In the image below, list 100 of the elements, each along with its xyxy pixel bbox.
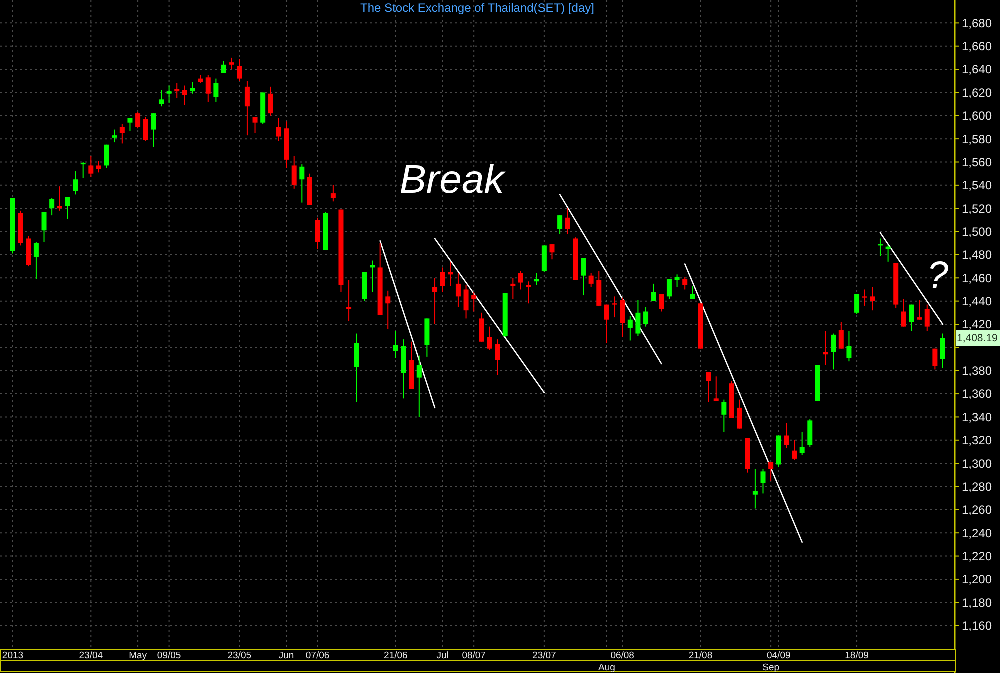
candlestick (229, 57, 234, 70)
candlestick (838, 322, 844, 350)
y-tick-label: 1,300 (962, 456, 992, 471)
candlestick (722, 399, 727, 433)
candlestick (393, 330, 398, 359)
annotation: ? (927, 255, 950, 297)
candlestick (612, 296, 618, 318)
y-tick-label: 1,220 (962, 549, 992, 564)
x-tick-label: May (129, 650, 148, 662)
candlestick (166, 85, 172, 104)
candlestick (432, 278, 438, 325)
candlestick (190, 82, 196, 94)
annotation: Break (400, 158, 506, 202)
candlestick (924, 304, 930, 332)
candlestick (651, 283, 656, 302)
x-tick-label: 09/05 (157, 650, 182, 662)
y-tick-label: 1,640 (962, 62, 992, 77)
y-tick-label: 1,320 (962, 434, 992, 448)
y-tick-label: 1,600 (962, 109, 992, 124)
candlestick (73, 171, 78, 196)
candlestick (42, 212, 47, 243)
candlestick (558, 215, 563, 235)
candlestick (620, 297, 626, 338)
candlestick (128, 118, 133, 132)
y-tick-label: 1,620 (962, 86, 992, 100)
candlestick (690, 286, 696, 300)
candlestick (315, 217, 320, 250)
y-tick-label: 1,180 (962, 596, 992, 610)
candlestick (237, 58, 242, 82)
candlestick (854, 294, 860, 315)
candlestick (50, 198, 55, 216)
x-tick-label: Jul (436, 650, 449, 662)
y-tick-label: 1,540 (962, 178, 992, 193)
candlestick (831, 333, 836, 370)
candlestick (682, 276, 688, 290)
candlestick (65, 196, 70, 220)
candlestick (940, 333, 946, 370)
y-tick-label: 1,660 (962, 40, 992, 54)
candlestick (752, 468, 758, 510)
candlestick (151, 113, 156, 148)
x-tick-label: 07/06 (306, 650, 330, 662)
candlestick (518, 270, 524, 290)
candlestick (34, 242, 39, 280)
candlestick (487, 326, 492, 350)
y-tick-label: 1,500 (962, 224, 992, 239)
candlestick (588, 273, 594, 288)
candlestick (174, 82, 180, 100)
candlestick (456, 273, 461, 308)
y-tick-label: 1,340 (962, 410, 992, 424)
candlestick (206, 74, 211, 102)
y-tick-label: 1,260 (962, 503, 992, 518)
candlestick (901, 298, 906, 328)
y-tick-label: 1,200 (962, 572, 992, 587)
candlestick (870, 286, 876, 312)
candlestick (909, 304, 914, 332)
candlestick (792, 440, 798, 461)
candlestick (104, 144, 110, 169)
y-tick-label: 1,380 (962, 364, 992, 378)
candlestick (136, 112, 141, 130)
y-tick-label: 1,280 (962, 480, 992, 494)
candlestick (416, 355, 422, 418)
candlestick (510, 278, 516, 300)
x-tick-label: 23/04 (79, 650, 104, 662)
candlestick (674, 274, 680, 288)
candlestick (300, 164, 305, 204)
candlestick (464, 284, 469, 320)
candlestick (112, 129, 118, 144)
candlestick (526, 281, 532, 304)
candlestick (120, 124, 125, 144)
candlestick (666, 278, 672, 300)
x-tick-label: 23/05 (228, 650, 252, 662)
y-tick-label: 1,480 (962, 248, 992, 262)
x-tick-label: 08/07 (462, 650, 486, 662)
candlestick (386, 290, 391, 330)
x-tick-label: 06/08 (610, 650, 634, 662)
candlestick (276, 118, 282, 142)
candlestick (760, 468, 766, 494)
x-tick-label: 23/07 (532, 650, 556, 662)
candlestick (472, 292, 477, 312)
x-tick-label: 04/09 (766, 650, 791, 662)
candlestick (604, 304, 610, 344)
candlestick (714, 376, 719, 402)
candlestick (182, 85, 188, 106)
y-tick-label: 1,440 (962, 294, 992, 309)
x-tick-label: Jun (278, 650, 294, 662)
y-tick-label: 1,560 (962, 155, 992, 170)
candlestick (659, 294, 664, 312)
y-tick-label: 1,420 (962, 318, 992, 332)
candlestick (784, 422, 790, 450)
candlestick (214, 78, 219, 102)
candlestick (644, 306, 649, 328)
candlestick (628, 316, 633, 342)
candlestick (550, 244, 555, 260)
candlestick (800, 432, 805, 456)
y-tick-label: 1,160 (962, 619, 992, 634)
x-tick-label: Sep (762, 662, 780, 673)
candlestick (862, 289, 868, 306)
y-tick-label: 1,240 (962, 526, 992, 540)
candlestick (917, 300, 922, 320)
candlestick (440, 267, 446, 293)
